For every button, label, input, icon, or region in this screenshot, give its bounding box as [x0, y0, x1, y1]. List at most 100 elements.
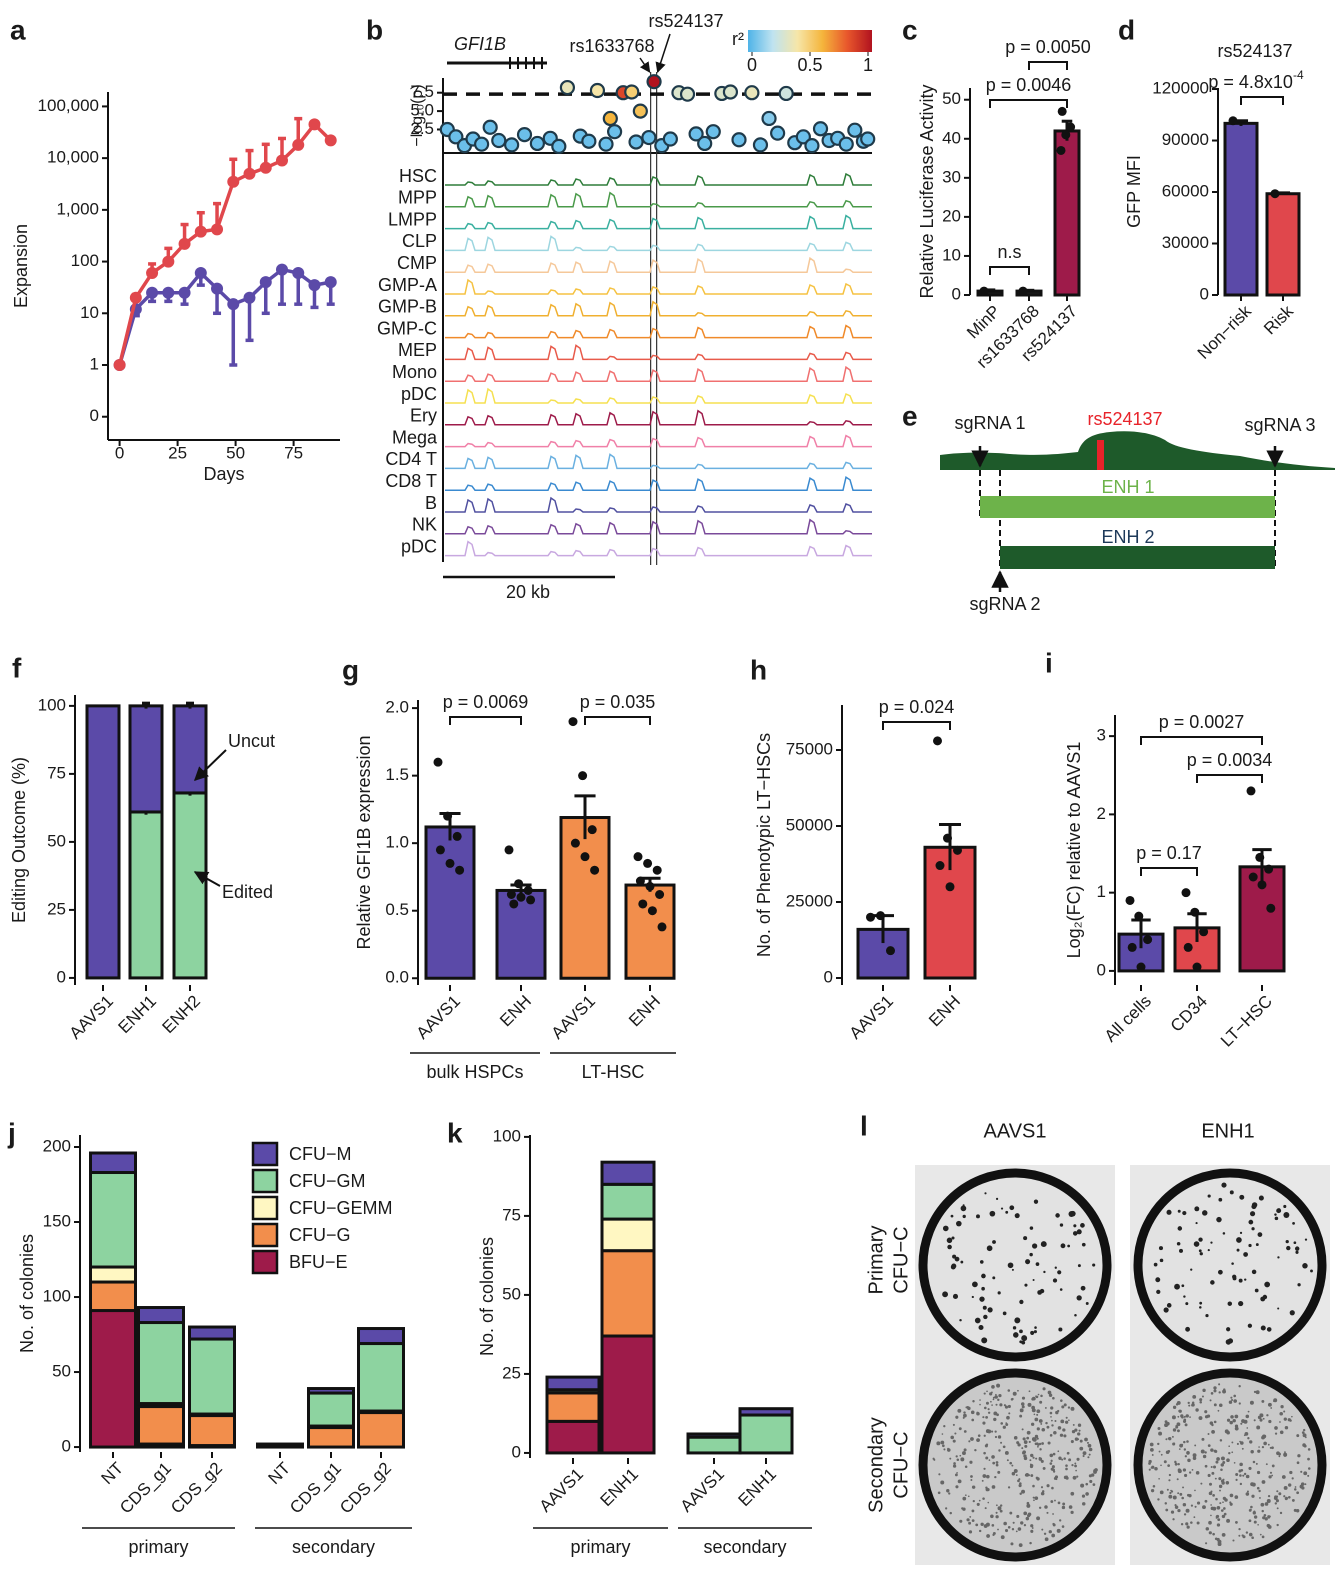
colony — [1019, 1340, 1023, 1344]
y-tick-label: 0 — [512, 1442, 521, 1461]
colony — [1261, 1535, 1265, 1539]
colony — [1261, 1480, 1266, 1484]
x-tick-label: ENH1 — [114, 992, 160, 1038]
colony — [1222, 1496, 1227, 1501]
colony — [972, 1400, 975, 1403]
x-tick-label: LT−HSC — [1217, 992, 1276, 1051]
colony — [1047, 1441, 1051, 1445]
colony — [1025, 1473, 1029, 1477]
colony — [1277, 1256, 1280, 1259]
x-tick-label: 50 — [226, 443, 245, 462]
scale-bar-label: 20 kb — [506, 582, 550, 602]
colony — [1258, 1489, 1261, 1493]
colony — [1037, 1445, 1039, 1448]
colony — [986, 1487, 990, 1492]
colony — [1210, 1514, 1212, 1517]
colony — [1094, 1468, 1098, 1472]
colony — [946, 1237, 953, 1244]
colony — [1152, 1485, 1156, 1488]
colony — [945, 1507, 948, 1510]
group-label: primary — [128, 1537, 188, 1557]
colony — [1225, 1481, 1230, 1485]
colony — [974, 1448, 977, 1452]
colony — [1185, 1508, 1190, 1513]
colony — [1202, 1505, 1206, 1510]
colony — [968, 1521, 972, 1525]
colony — [1061, 1525, 1065, 1528]
colony — [1023, 1511, 1028, 1516]
snp-point — [581, 133, 597, 149]
bar-segment — [128, 810, 164, 980]
colony — [1024, 1283, 1028, 1287]
colony — [1202, 1210, 1208, 1216]
snp-point — [761, 110, 777, 127]
colony — [1304, 1238, 1308, 1241]
colony — [992, 1240, 996, 1244]
colony — [1169, 1491, 1172, 1495]
colony — [979, 1296, 985, 1302]
colony — [1164, 1502, 1168, 1505]
colony — [1256, 1470, 1261, 1475]
colony — [1183, 1440, 1186, 1444]
colony — [1056, 1528, 1061, 1533]
colony — [1218, 1484, 1223, 1489]
track-label: pDC — [401, 536, 437, 556]
colony — [1188, 1404, 1191, 1407]
colony — [1033, 1499, 1035, 1502]
point — [276, 263, 288, 276]
x-tick-label: Risk — [1260, 301, 1297, 338]
colony — [1057, 1501, 1061, 1505]
colony — [1216, 1457, 1220, 1461]
colony — [970, 1475, 973, 1478]
colony — [981, 1479, 984, 1482]
colony — [1241, 1534, 1244, 1537]
colony — [1257, 1449, 1261, 1453]
data-point — [1056, 145, 1066, 155]
colony — [1213, 1449, 1217, 1453]
colony — [1065, 1464, 1068, 1467]
colony — [1301, 1431, 1305, 1434]
point — [178, 286, 191, 299]
colony — [1020, 1402, 1025, 1406]
plate — [918, 1368, 1112, 1562]
colony — [1225, 1339, 1232, 1345]
data-point — [1181, 888, 1191, 898]
y-tick-label: 50 — [502, 1284, 521, 1303]
colony — [1276, 1495, 1279, 1498]
colony — [1242, 1474, 1245, 1477]
legend-label: CFU−G — [289, 1225, 351, 1245]
colony — [1238, 1300, 1244, 1307]
colony — [1212, 1465, 1217, 1469]
colony — [1053, 1470, 1056, 1473]
data-point — [643, 858, 653, 868]
colony — [1004, 1405, 1009, 1409]
colony — [1238, 1469, 1242, 1473]
colony — [1020, 1521, 1024, 1525]
point — [194, 225, 207, 238]
colony — [1188, 1471, 1192, 1474]
sgrna-label: sgRNA 1 — [954, 413, 1025, 433]
colony — [990, 1400, 992, 1403]
bar-segment — [137, 1405, 185, 1446]
colony — [1277, 1307, 1280, 1310]
colony — [1271, 1464, 1275, 1468]
colony — [1007, 1526, 1011, 1529]
colony — [1307, 1448, 1311, 1451]
data-point — [1066, 122, 1076, 132]
data-point — [1266, 903, 1276, 913]
colony — [1289, 1310, 1295, 1316]
colony — [1176, 1400, 1181, 1405]
colony — [1072, 1423, 1075, 1426]
colony — [1291, 1477, 1294, 1480]
track — [445, 214, 872, 230]
colony — [955, 1455, 958, 1458]
colony — [1236, 1442, 1239, 1446]
track — [445, 387, 872, 404]
colony — [987, 1429, 992, 1434]
data-point — [1199, 927, 1209, 937]
colony — [988, 1459, 991, 1461]
x-axis-label: Days — [203, 464, 244, 484]
colony — [1168, 1479, 1171, 1482]
column-label: ENH1 — [1201, 1120, 1254, 1142]
colony — [942, 1291, 949, 1298]
